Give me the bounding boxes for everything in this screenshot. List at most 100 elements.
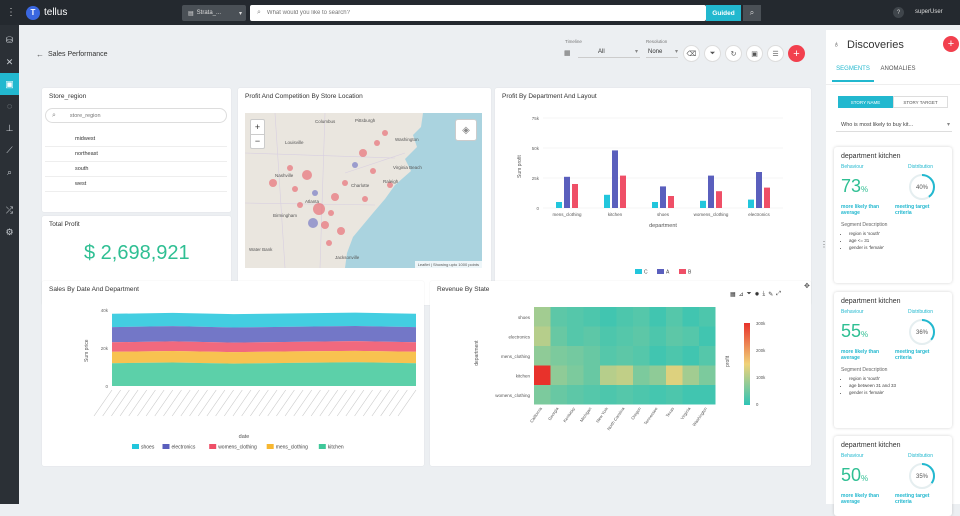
menu-dots-icon[interactable]: ⋮ xyxy=(6,7,16,18)
hierarchy-icon[interactable]: ⊥ xyxy=(5,122,14,133)
heatmap-cell xyxy=(550,385,567,405)
dataset-selector[interactable]: ▤ Strata_... ▾ xyxy=(182,5,246,21)
search-submit-button[interactable]: ⌕ xyxy=(743,5,761,21)
refresh-icon[interactable]: ↻ xyxy=(725,45,742,62)
discovery-card[interactable]: department kitchen Behaviour Distribution 5… xyxy=(834,436,952,516)
list-item[interactable]: south xyxy=(45,162,227,177)
expand-icon[interactable]: ⤢ xyxy=(776,291,782,297)
area-chart-card: Sales By Date And Department 0 20k 40k Sum … xyxy=(42,281,424,466)
city-label: Atlanta xyxy=(305,199,320,204)
list-icon[interactable]: ☰ xyxy=(767,45,784,62)
calendar-icon[interactable]: ▦ xyxy=(564,50,571,57)
segment-condition: region is 'south' xyxy=(849,376,945,381)
zoom-in-button[interactable]: + xyxy=(251,120,264,135)
database-icon[interactable]: ⛁ xyxy=(5,34,14,45)
search-bar[interactable]: ⌕ xyxy=(250,5,706,21)
search-icon[interactable]: ⌕ xyxy=(6,166,13,177)
edit-icon[interactable]: ✎ xyxy=(768,292,774,298)
x-tick-label xyxy=(380,389,399,417)
list-item[interactable]: west xyxy=(45,177,227,192)
table-view-icon[interactable]: ▦ xyxy=(730,292,736,298)
store-marker xyxy=(328,210,334,216)
x-tick-label xyxy=(267,389,286,417)
timeline-select[interactable]: All ▾ xyxy=(578,47,640,58)
x-tick-label xyxy=(319,389,339,417)
filter-icon[interactable]: ⏷ xyxy=(746,291,752,297)
question-select[interactable]: Who is most likely to buy kit... ▾ xyxy=(836,120,952,132)
store-map[interactable]: Columbus Louisville Nashville Atlanta Bi… xyxy=(245,113,482,268)
total-profit-value: $ 2,698,921 xyxy=(84,242,190,264)
tab-anomalies[interactable]: ANOMALIES xyxy=(880,66,916,72)
collapse-handle-icon[interactable]: ⋮ xyxy=(820,240,828,249)
legend-swatch xyxy=(318,444,326,449)
legend-swatch xyxy=(657,269,664,274)
x-tick-label: kitchen xyxy=(608,212,623,217)
y-tick-label: 50k xyxy=(532,146,540,151)
search-input[interactable] xyxy=(266,10,667,16)
dashboard-icon[interactable]: ▣ xyxy=(0,73,19,95)
drag-handle-icon[interactable]: ✥ xyxy=(804,283,810,290)
x-tick-label xyxy=(102,389,121,417)
heatmap-cell xyxy=(567,326,584,346)
discovery-card[interactable]: department kitchen Behaviour Distribution 7… xyxy=(834,147,952,283)
user-menu[interactable]: superUser xyxy=(915,9,943,15)
total-profit-title: Total Profit xyxy=(49,221,80,228)
y-axis-label: Sum profit xyxy=(517,155,523,178)
bar xyxy=(660,186,666,208)
heatmap-cell xyxy=(682,307,699,327)
x-tick-label xyxy=(276,389,295,417)
filter-icon[interactable]: ⏷ xyxy=(704,45,721,62)
guided-button[interactable]: Guided xyxy=(706,5,741,21)
story-target-button[interactable]: STORY TARGET xyxy=(893,96,948,108)
list-item[interactable]: northeast xyxy=(45,147,227,162)
trend-icon[interactable]: ⟋ xyxy=(6,144,13,155)
heatmap-cell xyxy=(666,385,683,405)
zoom-out-button[interactable]: − xyxy=(254,136,261,146)
layers-button[interactable]: ◈ xyxy=(455,119,477,141)
add-widget-button[interactable]: + xyxy=(788,45,805,62)
help-icon[interactable]: ? xyxy=(893,7,904,18)
behaviour-percent: 50% xyxy=(841,465,869,485)
cross-tool-icon[interactable]: ✕ xyxy=(5,56,14,67)
x-tick-label xyxy=(284,389,304,417)
discoveries-panel: ⋮ ♁ Discoveries + SEGMENTS ANOMALIES STO… xyxy=(820,30,960,516)
distribution-label: Distribution xyxy=(907,309,933,315)
x-tick-label xyxy=(163,389,182,417)
heatmap-cell xyxy=(583,307,600,327)
bar xyxy=(604,194,610,208)
store-marker xyxy=(387,182,393,188)
map-card: Profit And Competition By Store Location… xyxy=(238,88,491,305)
heatmap-cell xyxy=(616,307,633,327)
segment-description-label: Segment Description xyxy=(841,222,888,228)
heatmap-cell xyxy=(534,326,551,346)
legend-label: mens_clothing xyxy=(276,445,308,451)
discovery-card[interactable]: department kitchen Behaviour Distribution 5… xyxy=(834,292,952,428)
map-svg xyxy=(245,113,423,268)
settings-icon[interactable]: ✹ xyxy=(754,292,760,298)
y-tick-label: mens_clothing xyxy=(501,354,531,359)
back-arrow-icon[interactable]: ← xyxy=(36,50,44,59)
resolution-select[interactable]: None ▾ xyxy=(646,47,678,58)
tellus-logo-icon[interactable]: T xyxy=(26,5,40,20)
save-icon[interactable]: ▣ xyxy=(746,45,763,62)
list-item[interactable]: midwest xyxy=(45,132,227,147)
store-marker xyxy=(321,221,329,229)
chevron-down-icon: ▾ xyxy=(946,122,950,128)
chart-type-icon[interactable]: ⊿ xyxy=(738,292,744,298)
store-region-input[interactable] xyxy=(69,112,210,119)
tab-segments[interactable]: SEGMENTS xyxy=(832,66,874,82)
store-marker xyxy=(362,196,368,202)
delete-icon[interactable]: ⌫ xyxy=(683,45,700,62)
x-tick-label: shoes xyxy=(657,212,670,217)
download-icon[interactable]: ⤓ xyxy=(762,291,766,297)
store-region-search[interactable]: ⌕ xyxy=(45,108,227,123)
y-tick-label: 25k xyxy=(532,176,540,181)
heatmap-cell xyxy=(616,346,633,366)
shuffle-icon[interactable]: ⤮ xyxy=(5,204,14,215)
story-name-button[interactable]: STORY NAME xyxy=(838,96,893,108)
left-sidebar: ⛁ ✕ ▣ ◌ ⊥ ⟋ ⌕ ⤮ ⚙ xyxy=(0,25,19,504)
add-discovery-button[interactable]: + xyxy=(943,36,959,52)
resolution-label: Resolution xyxy=(646,39,668,44)
settings-gear-icon[interactable]: ⚙ xyxy=(5,226,14,237)
lightbulb-icon[interactable]: ◌ xyxy=(6,101,13,111)
